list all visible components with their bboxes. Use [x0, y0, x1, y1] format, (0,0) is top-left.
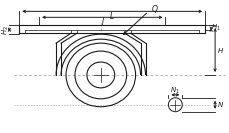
- Text: $L$: $L$: [109, 10, 115, 21]
- Text: $H_2$: $H_2$: [0, 25, 11, 35]
- Text: $N_1$: $N_1$: [170, 86, 180, 96]
- Text: $N$: $N$: [215, 100, 223, 109]
- Text: $Q$: $Q$: [151, 3, 158, 15]
- Text: $H_1$: $H_1$: [210, 23, 220, 33]
- Text: $J$: $J$: [99, 15, 104, 28]
- Text: $H$: $H$: [215, 46, 223, 55]
